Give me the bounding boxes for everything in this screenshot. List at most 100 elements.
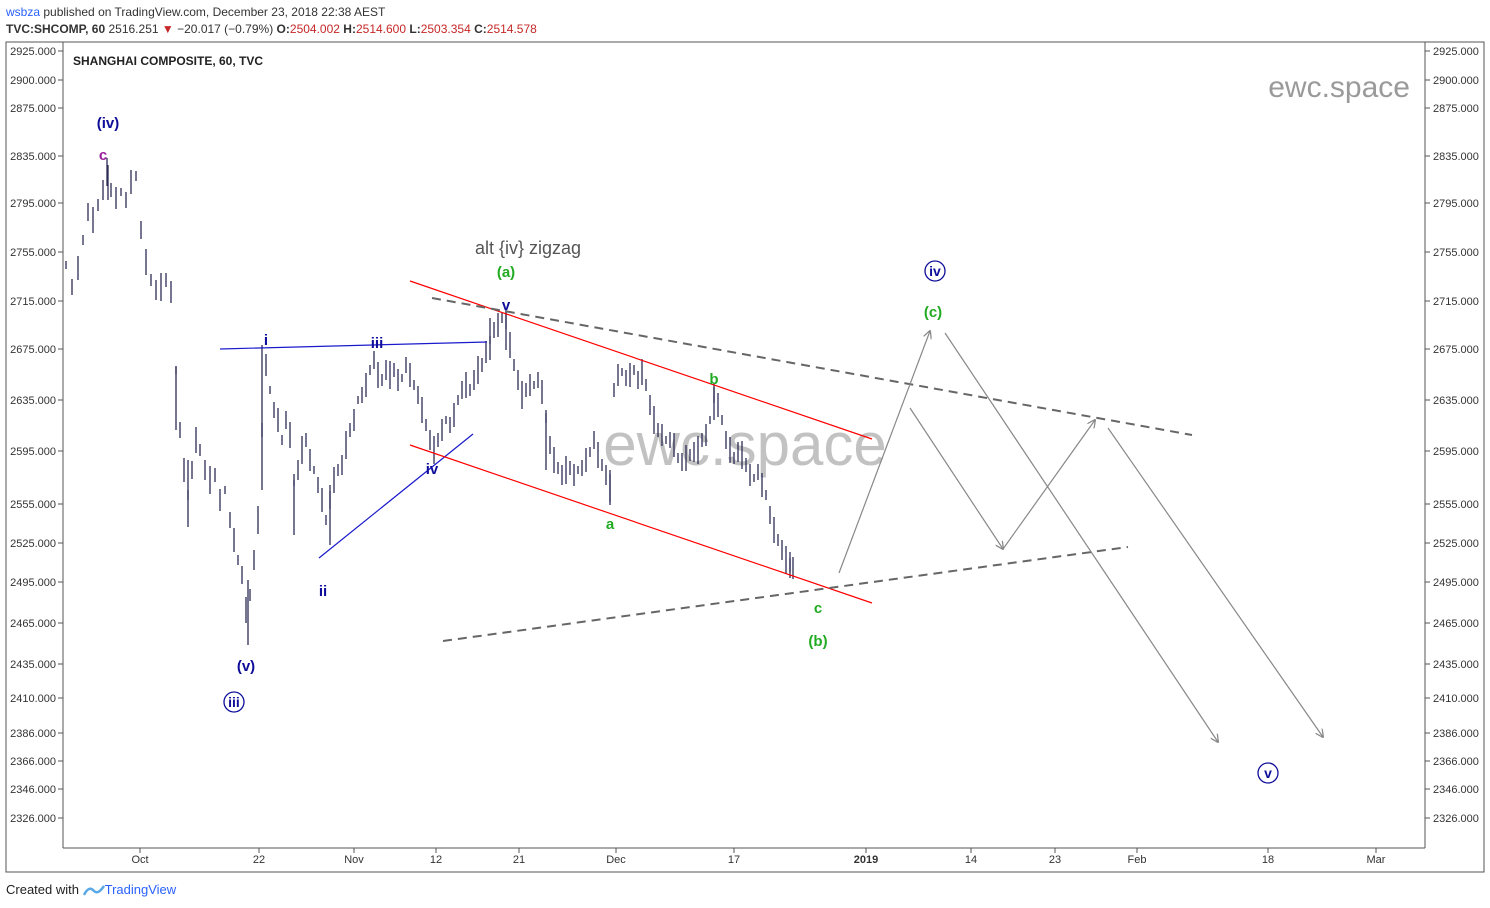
wave-label: ii — [319, 583, 327, 600]
wave-label: iv — [929, 263, 941, 279]
y-tick-label-left: 2635.000 — [10, 395, 56, 407]
y-tick-label-left: 2755.000 — [10, 247, 56, 259]
channel-lower-line — [409, 444, 873, 604]
channel-upper-line — [409, 280, 873, 440]
symbol-label: TVC:SHCOMP, 60 — [6, 22, 106, 36]
triangle-lower-dashed — [442, 546, 1129, 642]
wave-label: iii — [228, 694, 240, 710]
y-tick-label-left: 2525.000 — [10, 538, 56, 550]
y-tick-label-right: 2525.000 — [1433, 538, 1479, 550]
y-tick-label-right: 2900.000 — [1433, 75, 1479, 87]
y-tick-label-right: 2346.000 — [1433, 784, 1479, 796]
x-tick-label: 14 — [965, 854, 977, 866]
wave-label: i — [264, 332, 268, 349]
wave-label-circle — [223, 691, 245, 713]
chart-title: SHANGHAI COMPOSITE, 60, TVC — [73, 54, 263, 68]
y-tick-label-right: 2386.000 — [1433, 728, 1479, 740]
wave-i-iii-trendline — [219, 341, 488, 350]
y-tick-label-right: 2366.000 — [1433, 756, 1479, 768]
x-tick-label: Nov — [344, 854, 364, 866]
wave-label-circle — [1257, 762, 1279, 784]
triangle-upper-dashed — [431, 297, 1193, 436]
open-label: O: — [276, 22, 290, 36]
y-tick-label-left: 2435.000 — [10, 659, 56, 671]
x-tick-label: Oct — [131, 854, 148, 866]
footer: Created with TradingView — [6, 882, 176, 897]
high-label: H: — [343, 22, 356, 36]
close-value: 2514.578 — [486, 22, 537, 36]
wave-label: c — [814, 600, 822, 617]
y-tick-label-right: 2435.000 — [1433, 659, 1479, 671]
wave-label: (c) — [924, 304, 942, 321]
y-tick-label-left: 2595.000 — [10, 446, 56, 458]
wave-label: c — [99, 147, 107, 164]
x-tick-label: Feb — [1128, 854, 1147, 866]
y-tick-label-left: 2386.000 — [10, 728, 56, 740]
y-tick-label-right: 2875.000 — [1433, 103, 1479, 115]
y-tick-label-left: 2835.000 — [10, 151, 56, 163]
x-tick-label: 18 — [1262, 854, 1274, 866]
wave-label: v — [502, 297, 511, 314]
y-tick-label-left: 2555.000 — [10, 499, 56, 511]
projection-arrow-down-alt-v — [1107, 427, 1323, 737]
wave-label: (b) — [808, 633, 827, 650]
watermark-top: ewc.space — [1268, 71, 1410, 104]
symbol-ohlc-line: TVC:SHCOMP, 60 2516.251 ▼ −20.017 (−0.79… — [6, 22, 537, 36]
wave-label: (v) — [237, 658, 255, 675]
last-price: 2516.251 — [108, 22, 159, 36]
wave-label: b — [709, 371, 718, 388]
close-label: C: — [474, 22, 487, 36]
y-tick-label-left: 2715.000 — [10, 296, 56, 308]
y-tick-label-right: 2465.000 — [1433, 618, 1479, 630]
wave-ii-iv-trendline — [318, 433, 474, 559]
created-with-text: Created with — [6, 882, 79, 897]
y-tick-label-left: 2326.000 — [10, 813, 56, 825]
y-tick-label-left: 2410.000 — [10, 693, 56, 705]
y-tick-label-right: 2925.000 — [1433, 46, 1479, 58]
projection-arrows — [838, 331, 1323, 742]
tradingview-brand[interactable]: TradingView — [104, 882, 177, 897]
projection-arrow-down-alt — [909, 407, 1003, 549]
y-tick-label-right: 2410.000 — [1433, 693, 1479, 705]
projection-arrow-up-c — [838, 331, 930, 574]
x-tick-label: 22 — [253, 854, 265, 866]
wave-label: a — [606, 516, 615, 533]
wave-label: iv — [426, 461, 439, 478]
watermark-center: ewc.space — [603, 411, 886, 478]
low-label: L: — [409, 22, 421, 36]
x-tick-label: 23 — [1049, 854, 1061, 866]
y-tick-label-right: 2715.000 — [1433, 296, 1479, 308]
y-tick-label-right: 2835.000 — [1433, 151, 1479, 163]
y-axis-left: 2925.000 2900.000 2875.000 2835.000 2795.000… — [10, 46, 63, 825]
down-arrow-icon: ▼ — [161, 22, 174, 36]
scenario-label: alt {iv} zigzag — [475, 238, 581, 258]
publisher-name[interactable]: wsbza — [6, 5, 41, 19]
open-value: 2504.002 — [289, 22, 340, 36]
x-axis: Oct 22 Nov 12 21 Dec 17 2019 14 23 Feb 18 Mar — [131, 848, 1386, 866]
y-tick-label-left: 2346.000 — [10, 784, 56, 796]
y-tick-label-right: 2795.000 — [1433, 198, 1479, 210]
y-tick-label-right: 2326.000 — [1433, 813, 1479, 825]
y-tick-label-right: 2675.000 — [1433, 344, 1479, 356]
y-tick-label-left: 2875.000 — [10, 103, 56, 115]
y-tick-label-left: 2465.000 — [10, 618, 56, 630]
y-tick-label-left: 2675.000 — [10, 344, 56, 356]
y-tick-label-right: 2595.000 — [1433, 446, 1479, 458]
y-tick-label-left: 2366.000 — [10, 756, 56, 768]
high-value: 2514.600 — [355, 22, 407, 36]
low-value: 2503.354 — [420, 22, 471, 36]
x-tick-label: Mar — [1367, 854, 1386, 866]
y-tick-label-left: 2900.000 — [10, 75, 56, 87]
x-tick-label: Dec — [606, 854, 626, 866]
y-tick-label-right: 2555.000 — [1433, 499, 1479, 511]
projection-arrow-up-alt — [1002, 420, 1095, 550]
x-tick-label: 21 — [513, 854, 525, 866]
y-tick-label-left: 2925.000 — [10, 46, 56, 58]
price-change: −20.017 (−0.79%) — [177, 22, 274, 36]
publish-info: wsbza published on TradingView.com, Dece… — [6, 5, 385, 19]
tradingview-logo-icon — [82, 885, 105, 896]
wave-label: (a) — [497, 264, 515, 281]
x-tick-label: 2019 — [854, 854, 878, 866]
